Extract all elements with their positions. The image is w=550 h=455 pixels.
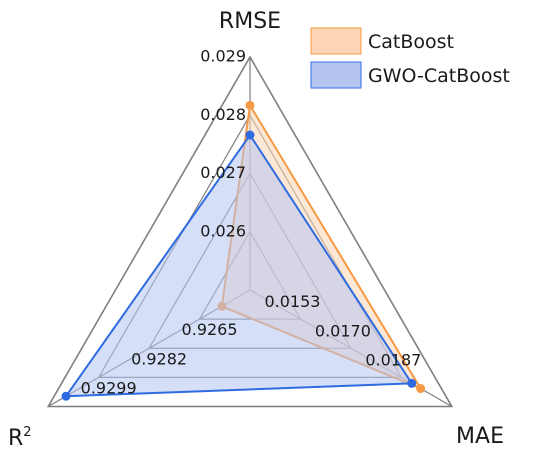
tick-label-mae-2: 0.0187 bbox=[365, 350, 421, 369]
grid-ring-4 bbox=[46, 55, 454, 408]
tick-label-rmse-1: 0.027 bbox=[200, 163, 246, 182]
legend-swatch-catboost bbox=[310, 27, 362, 55]
point-gwo-catboost-mae bbox=[407, 378, 417, 388]
axis-label-r2-main: R bbox=[8, 426, 23, 451]
axis-label-mae: MAE bbox=[456, 424, 504, 449]
tick-labels: 0.026 0.027 0.028 0.029 0.0153 0.0170 0.0187 0.… bbox=[81, 47, 422, 398]
legend-label-catboost: CatBoost bbox=[368, 31, 454, 53]
axis-label-r2: R2 bbox=[8, 425, 32, 451]
tick-label-r2-2: 0.9299 bbox=[81, 378, 137, 397]
axis-label-r2-sup: 2 bbox=[23, 425, 31, 440]
tick-label-rmse-3: 0.029 bbox=[200, 47, 246, 66]
tick-label-mae-0: 0.0153 bbox=[264, 292, 320, 311]
tick-label-rmse-0: 0.026 bbox=[200, 221, 246, 240]
legend: CatBoost GWO-CatBoost bbox=[310, 27, 510, 89]
legend-swatch-gwo-catboost bbox=[310, 61, 362, 89]
legend-label-gwo-catboost: GWO-CatBoost bbox=[368, 65, 510, 87]
point-catboost-mae bbox=[416, 384, 426, 394]
point-catboost-rmse bbox=[245, 100, 255, 110]
point-gwo-catboost-r2 bbox=[61, 391, 71, 401]
tick-label-rmse-2: 0.028 bbox=[200, 105, 246, 124]
series-layer bbox=[61, 100, 426, 401]
series-area-gwo-catboost bbox=[65, 134, 413, 398]
tick-label-r2-1: 0.9282 bbox=[131, 349, 187, 368]
point-gwo-catboost-rmse bbox=[245, 130, 255, 140]
tick-label-mae-1: 0.0170 bbox=[315, 321, 371, 340]
axis-label-rmse: RMSE bbox=[219, 9, 281, 34]
tick-label-r2-0: 0.9265 bbox=[182, 320, 238, 339]
